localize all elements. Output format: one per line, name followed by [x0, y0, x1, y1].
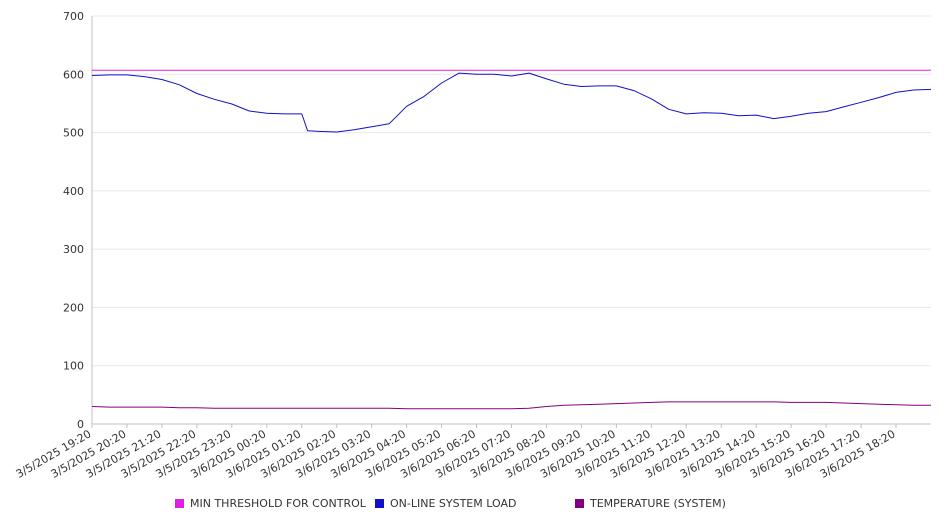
- series-lines: [91, 69, 932, 410]
- legend-item-min-threshold[interactable]: MIN THRESHOLD FOR CONTROL: [175, 497, 366, 510]
- axes: [91, 16, 931, 428]
- legend-item-temperature[interactable]: TEMPERATURE (SYSTEM): [575, 497, 726, 510]
- legend: MIN THRESHOLD FOR CONTROL ON-LINE SYSTEM…: [0, 497, 946, 515]
- legend-swatch-min-threshold: [175, 499, 184, 508]
- legend-swatch-system-load: [375, 499, 384, 508]
- y-tick-labels: 0 100 200 300 400 500 600 700: [63, 10, 84, 431]
- legend-label-min-threshold: MIN THRESHOLD FOR CONTROL: [190, 497, 366, 510]
- y-tick-label-0: 0: [77, 418, 84, 431]
- series-line-on-line-system-load: [91, 72, 932, 133]
- y-tick-label-500: 500: [63, 127, 84, 140]
- series-line-temperature-system: [91, 401, 931, 410]
- legend-label-system-load: ON-LINE SYSTEM LOAD: [390, 497, 517, 510]
- y-tick-label-700: 700: [63, 10, 84, 23]
- y-tick-label-400: 400: [63, 185, 84, 198]
- legend-swatch-temperature: [575, 499, 584, 508]
- y-tick-label-600: 600: [63, 68, 84, 81]
- x-tick-labels: 3/5/2025 19:203/5/2025 20:203/5/2025 21:…: [14, 427, 898, 481]
- y-tick-label-200: 200: [63, 301, 84, 314]
- grid-lines: [92, 15, 931, 367]
- y-tick-label-300: 300: [63, 243, 84, 256]
- legend-label-temperature: TEMPERATURE (SYSTEM): [590, 497, 726, 510]
- legend-item-system-load[interactable]: ON-LINE SYSTEM LOAD: [375, 497, 516, 510]
- y-tick-label-100: 100: [63, 360, 84, 373]
